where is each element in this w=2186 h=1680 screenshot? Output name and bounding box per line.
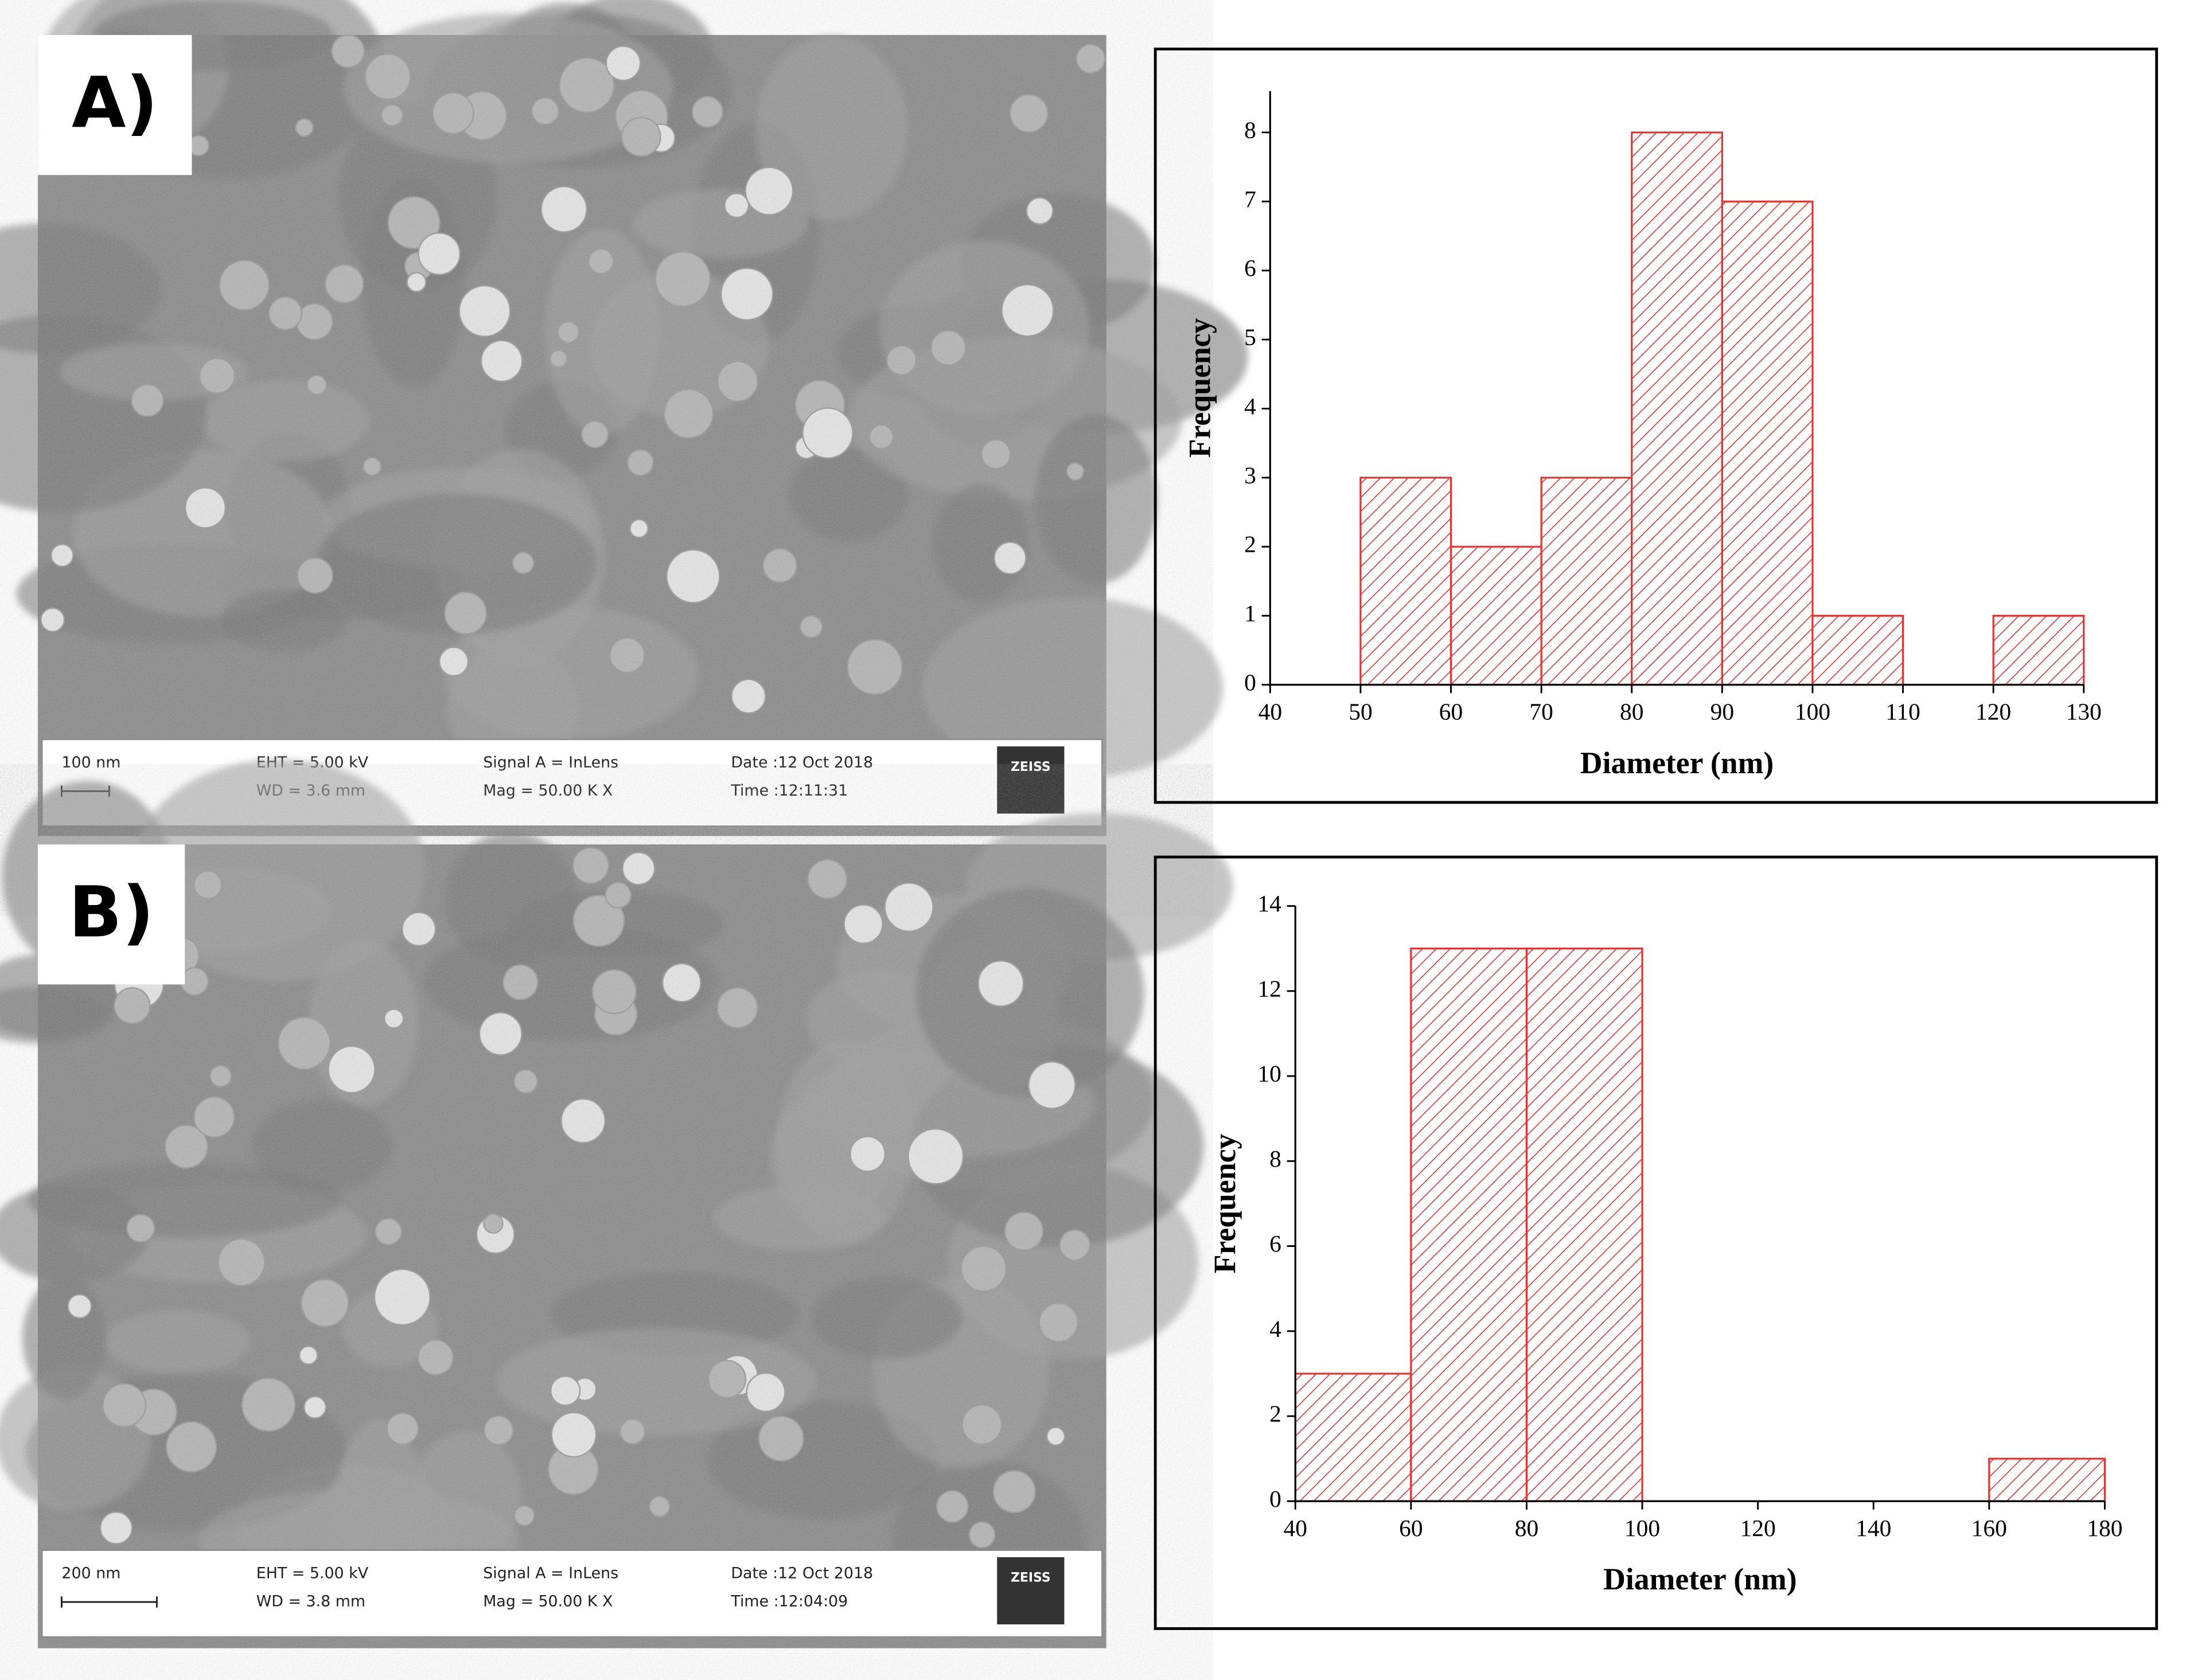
x-tick-label: 90 bbox=[1710, 699, 1734, 725]
info-text: Date :12 Oct 2018 bbox=[731, 754, 873, 771]
panel-label-box bbox=[37, 844, 185, 985]
x-tick-label: 140 bbox=[1856, 1515, 1891, 1541]
x-tick-label: 110 bbox=[1885, 699, 1920, 725]
logo-box bbox=[997, 1557, 1065, 1625]
info-text: Signal A = InLens bbox=[483, 1565, 618, 1582]
bar bbox=[1410, 948, 1528, 1502]
y-axis-label: Frequency bbox=[1182, 318, 1217, 458]
y-tick-label: 4 bbox=[1269, 1315, 1281, 1342]
x-axis-label: Diameter (nm) bbox=[1603, 1562, 1797, 1596]
info-text: Time :12:04:09 bbox=[730, 1593, 848, 1611]
x-tick-label: 40 bbox=[1284, 1515, 1307, 1541]
x-tick-label: 60 bbox=[1439, 699, 1463, 725]
bar bbox=[1540, 477, 1633, 686]
x-tick-label: 50 bbox=[1349, 699, 1372, 725]
y-tick-label: 1 bbox=[1244, 600, 1256, 626]
panel-label: A) bbox=[72, 62, 158, 143]
y-tick-label: 7 bbox=[1244, 186, 1256, 212]
bar bbox=[1721, 200, 1814, 686]
bar bbox=[1631, 131, 1723, 686]
info-text: 100 nm bbox=[61, 754, 120, 771]
panel-label-box bbox=[37, 35, 192, 176]
chart-frame bbox=[1154, 855, 2158, 1630]
y-tick-label: 6 bbox=[1244, 255, 1256, 281]
info-bar bbox=[41, 1549, 1103, 1638]
x-tick-label: 80 bbox=[1515, 1515, 1538, 1541]
bar bbox=[1988, 1457, 2106, 1502]
info-text: Mag = 50.00 K X bbox=[483, 1593, 613, 1611]
x-tick-label: 120 bbox=[1975, 699, 2011, 725]
y-tick-label: 4 bbox=[1244, 393, 1256, 419]
y-tick-label: 5 bbox=[1244, 324, 1256, 350]
sem-grain bbox=[37, 35, 1106, 836]
x-tick-label: 60 bbox=[1399, 1515, 1423, 1541]
x-tick-label: 180 bbox=[2087, 1515, 2122, 1541]
y-tick-label: 3 bbox=[1244, 462, 1256, 488]
bar bbox=[1359, 477, 1452, 686]
charts: 40 50 60 70 80 90 100 110 120 130012345678Diamete… bbox=[1154, 48, 2158, 1630]
chart-frame bbox=[1154, 48, 2158, 804]
y-tick-label: 2 bbox=[1244, 531, 1256, 558]
info-text: EHT = 5.00 kV bbox=[256, 1565, 369, 1582]
sem-image: B) 200 nm EHT = 5.00 kV WD = 3.8 mm Signal A… bbox=[0, 759, 1233, 1648]
x-tick-label: 160 bbox=[1971, 1515, 2007, 1541]
y-tick-label: 8 bbox=[1269, 1145, 1281, 1172]
panel-label: B) bbox=[69, 871, 154, 953]
x-tick-label: 130 bbox=[2066, 699, 2102, 725]
bar bbox=[1811, 614, 1904, 686]
bar bbox=[1992, 614, 2085, 686]
y-tick-label: 2 bbox=[1269, 1401, 1281, 1427]
y-tick-label: 0 bbox=[1244, 669, 1256, 695]
info-text: 200 nm bbox=[61, 1565, 120, 1582]
y-tick-label: 6 bbox=[1269, 1230, 1281, 1257]
x-tick-label: 80 bbox=[1620, 699, 1643, 725]
x-tick-label: 40 bbox=[1258, 699, 1282, 725]
sem-grain bbox=[37, 844, 1106, 1648]
info-text: WD = 3.8 mm bbox=[256, 1593, 365, 1611]
y-tick-label: 8 bbox=[1244, 116, 1256, 143]
info-text: Mag = 50.00 K X bbox=[483, 782, 613, 800]
y-tick-label: 12 bbox=[1257, 975, 1281, 1001]
info-text: Signal A = InLens bbox=[483, 754, 618, 771]
bar bbox=[1449, 545, 1542, 686]
info-text: Date :12 Oct 2018 bbox=[731, 1565, 873, 1582]
bar bbox=[1294, 1373, 1412, 1502]
y-axis-label: Frequency bbox=[1207, 1133, 1242, 1273]
logo-box bbox=[997, 746, 1065, 814]
logo-text: ZEISS bbox=[1011, 760, 1051, 774]
x-tick-label: 100 bbox=[1795, 699, 1830, 725]
x-tick-label: 120 bbox=[1740, 1515, 1776, 1541]
info-text: Time :12:11:31 bbox=[730, 782, 848, 800]
x-axis-label: Diameter (nm) bbox=[1580, 746, 1774, 780]
y-tick-label: 14 bbox=[1257, 890, 1281, 917]
y-tick-label: 10 bbox=[1257, 1061, 1281, 1087]
logo-text: ZEISS bbox=[1011, 1571, 1051, 1585]
x-tick-label: 100 bbox=[1624, 1515, 1660, 1541]
bar bbox=[1525, 948, 1643, 1502]
y-tick-label: 0 bbox=[1269, 1486, 1281, 1512]
scale-bar bbox=[60, 1596, 158, 1608]
x-tick-label: 70 bbox=[1529, 699, 1553, 725]
